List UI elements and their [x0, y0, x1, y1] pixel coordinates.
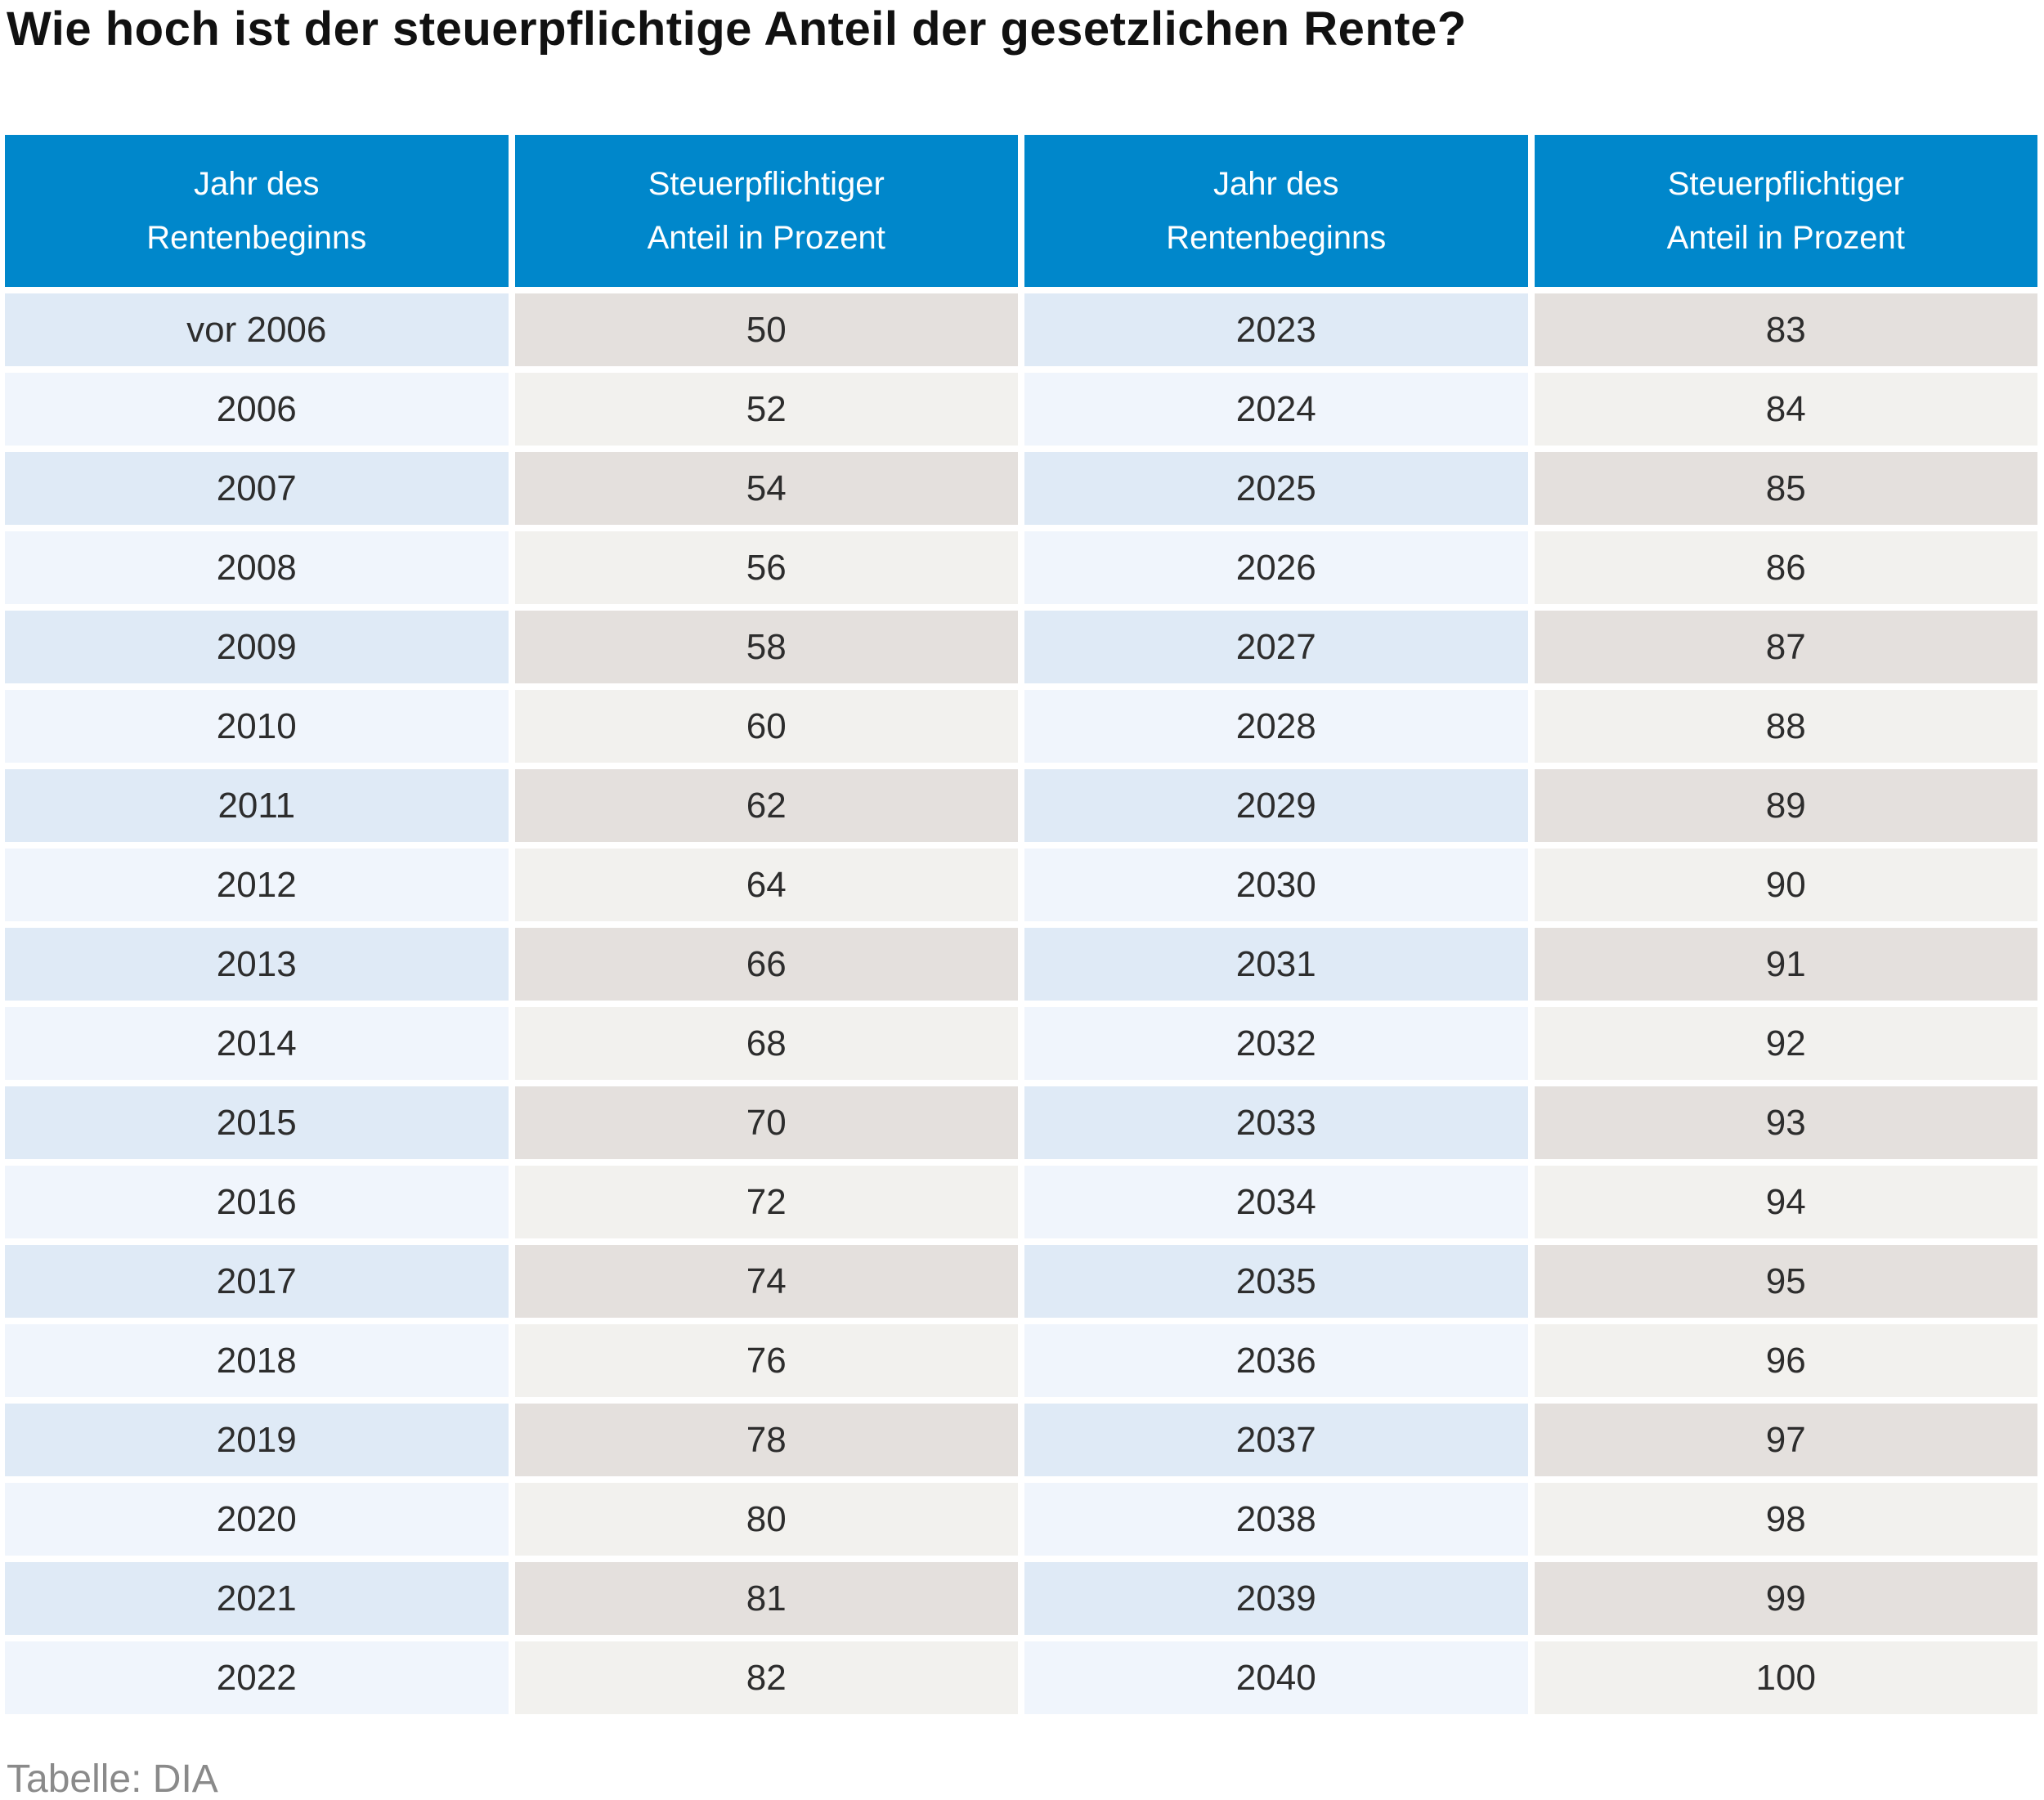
column-header-percent-left: Steuerpflichtiger Anteil in Prozent [514, 135, 1018, 287]
year-cell: 2026 [1024, 531, 1528, 604]
year-cell: 2034 [1024, 1166, 1528, 1238]
percent-cell: 78 [514, 1404, 1018, 1476]
year-cell: 2027 [1024, 611, 1528, 683]
percent-cell: 50 [514, 293, 1018, 366]
year-cell: 2024 [1024, 373, 1528, 446]
year-cell: 2017 [5, 1245, 509, 1318]
percent-cell: 66 [514, 928, 1018, 1001]
year-cell: 2020 [5, 1483, 509, 1556]
percent-cell: 60 [514, 690, 1018, 763]
percent-cell: 84 [1534, 373, 2037, 446]
percent-cell: 97 [1534, 1404, 2037, 1476]
column-header-percent-right: Steuerpflichtiger Anteil in Prozent [1534, 135, 2037, 287]
year-cell: 2038 [1024, 1483, 1528, 1556]
year-cell: 2030 [1024, 849, 1528, 921]
column-header-year-left: Jahr des Rentenbeginns [5, 135, 509, 287]
year-cell: 2007 [5, 452, 509, 525]
year-cell: 2031 [1024, 928, 1528, 1001]
percent-cell: 62 [514, 769, 1018, 842]
year-cell: 2025 [1024, 452, 1528, 525]
year-cell: 2036 [1024, 1324, 1528, 1397]
percent-cell: 99 [1534, 1562, 2037, 1635]
percent-cell: 54 [514, 452, 1018, 525]
percent-cell: 70 [514, 1086, 1018, 1159]
year-cell: vor 2006 [5, 293, 509, 366]
percent-cell: 68 [514, 1007, 1018, 1080]
percent-cell: 86 [1534, 531, 2037, 604]
source-caption: Tabelle: DIA [7, 1757, 218, 1800]
percent-cell: 85 [1534, 452, 2037, 525]
year-cell: 2006 [5, 373, 509, 446]
year-cell: 2012 [5, 849, 509, 921]
year-cell: 2040 [1024, 1641, 1528, 1714]
year-cell: 2009 [5, 611, 509, 683]
year-cell: 2018 [5, 1324, 509, 1397]
percent-cell: 82 [514, 1641, 1018, 1714]
year-cell: 2016 [5, 1166, 509, 1238]
year-cell: 2028 [1024, 690, 1528, 763]
year-cell: 2014 [5, 1007, 509, 1080]
percent-cell: 58 [514, 611, 1018, 683]
percent-cell: 94 [1534, 1166, 2037, 1238]
year-cell: 2033 [1024, 1086, 1528, 1159]
percent-cell: 52 [514, 373, 1018, 446]
pension-table: Jahr des Rentenbeginns Steuerpflichtiger… [5, 135, 2037, 1714]
percent-cell: 74 [514, 1245, 1018, 1318]
percent-cell: 88 [1534, 690, 2037, 763]
percent-cell: 76 [514, 1324, 1018, 1397]
year-cell: 2022 [5, 1641, 509, 1714]
year-cell: 2029 [1024, 769, 1528, 842]
percent-cell: 96 [1534, 1324, 2037, 1397]
percent-cell: 100 [1534, 1641, 2037, 1714]
percent-cell: 80 [514, 1483, 1018, 1556]
year-cell: 2032 [1024, 1007, 1528, 1080]
percent-cell: 98 [1534, 1483, 2037, 1556]
year-cell: 2011 [5, 769, 509, 842]
percent-cell: 92 [1534, 1007, 2037, 1080]
year-cell: 2037 [1024, 1404, 1528, 1476]
percent-cell: 83 [1534, 293, 2037, 366]
percent-cell: 72 [514, 1166, 1018, 1238]
percent-cell: 90 [1534, 849, 2037, 921]
percent-cell: 81 [514, 1562, 1018, 1635]
year-cell: 2021 [5, 1562, 509, 1635]
percent-cell: 89 [1534, 769, 2037, 842]
year-cell: 2019 [5, 1404, 509, 1476]
year-cell: 2008 [5, 531, 509, 604]
percent-cell: 87 [1534, 611, 2037, 683]
percent-cell: 91 [1534, 928, 2037, 1001]
year-cell: 2015 [5, 1086, 509, 1159]
column-header-year-right: Jahr des Rentenbeginns [1024, 135, 1528, 287]
year-cell: 2010 [5, 690, 509, 763]
percent-cell: 64 [514, 849, 1018, 921]
year-cell: 2013 [5, 928, 509, 1001]
percent-cell: 93 [1534, 1086, 2037, 1159]
page-title: Wie hoch ist der steuerpflichtige Anteil… [7, 2, 1467, 56]
percent-cell: 56 [514, 531, 1018, 604]
percent-cell: 95 [1534, 1245, 2037, 1318]
year-cell: 2023 [1024, 293, 1528, 366]
year-cell: 2035 [1024, 1245, 1528, 1318]
year-cell: 2039 [1024, 1562, 1528, 1635]
